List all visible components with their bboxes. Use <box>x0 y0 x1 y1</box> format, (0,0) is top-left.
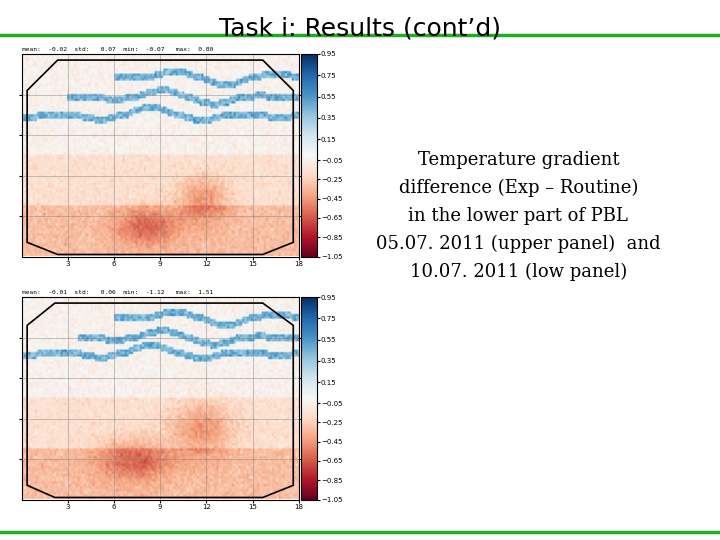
Text: mean:  -0.02  std:   0.07  min:  -0.07   max:  0.80: mean: -0.02 std: 0.07 min: -0.07 max: 0.… <box>22 48 213 52</box>
Text: mean:  -0.01  std:   0.06  min:  -1.12   max:  1.51: mean: -0.01 std: 0.06 min: -1.12 max: 1.… <box>22 291 213 295</box>
Text: Temperature gradient
difference (Exp – Routine)
in the lower part of PBL
05.07. : Temperature gradient difference (Exp – R… <box>376 151 661 281</box>
Text: Task i: Results (cont’d): Task i: Results (cont’d) <box>219 16 501 40</box>
